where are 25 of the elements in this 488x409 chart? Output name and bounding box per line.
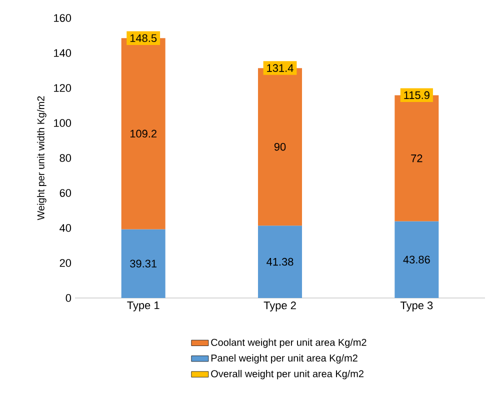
y-tick-label: 140 — [54, 49, 72, 57]
y-tick-label: 120 — [54, 84, 72, 92]
x-tick-label: Type 1 — [127, 302, 160, 312]
y-tick-label: 40 — [60, 224, 72, 232]
data-label: 41.38 — [266, 258, 294, 266]
y-tick-label: 60 — [60, 189, 72, 197]
x-tick-label: Type 2 — [264, 302, 296, 312]
data-label: 39.31 — [130, 260, 157, 268]
bar — [258, 226, 302, 298]
legend-label: Coolant weight per unit area Kg/m2 — [211, 338, 366, 348]
data-label: 109.2 — [130, 130, 156, 138]
y-tick-label: 80 — [60, 154, 72, 162]
legend-label: Panel weight per unit area Kg/m2 — [211, 354, 358, 364]
y-axis-title: Weight per unit width Kg/m2 — [37, 96, 46, 220]
y-tick-label: 0 — [66, 294, 72, 302]
legend-label: Overall weight per unit area Kg/m2 — [211, 370, 364, 380]
bar — [121, 229, 166, 298]
data-label: 90 — [274, 142, 286, 151]
bar — [394, 221, 439, 298]
x-tick-label: Type 3 — [400, 302, 433, 312]
y-tick-label: 160 — [54, 14, 72, 22]
data-label: 43.86 — [403, 256, 430, 264]
y-tick-label: 100 — [54, 119, 72, 127]
y-tick-label: 20 — [60, 259, 72, 267]
data-label: 72 — [411, 154, 422, 162]
